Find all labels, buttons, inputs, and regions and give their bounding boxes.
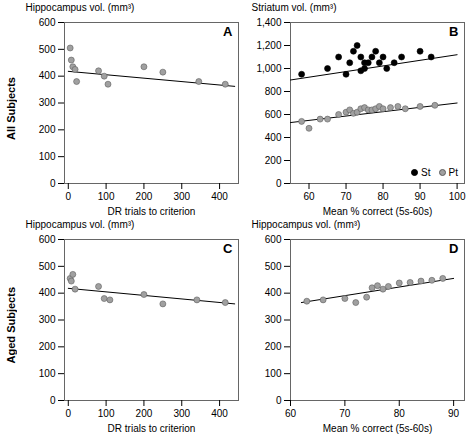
svg-text:400: 400: [211, 408, 228, 419]
svg-text:Hippocampus vol. (mm³): Hippocampus vol. (mm³): [26, 219, 135, 230]
svg-text:0: 0: [66, 408, 72, 419]
svg-text:1,200: 1,200: [256, 40, 281, 51]
svg-text:1,400: 1,400: [256, 17, 281, 28]
svg-text:600: 600: [265, 234, 282, 245]
svg-text:400: 400: [39, 287, 56, 298]
svg-text:0: 0: [276, 178, 282, 189]
svg-text:Hippocampus vol. (mm³): Hippocampus vol. (mm³): [26, 2, 135, 13]
svg-text:400: 400: [265, 287, 282, 298]
svg-text:70: 70: [340, 191, 352, 202]
svg-text:200: 200: [265, 341, 282, 352]
svg-text:C: C: [223, 241, 233, 256]
svg-text:100: 100: [265, 368, 282, 379]
svg-text:100: 100: [449, 191, 466, 202]
svg-text:80: 80: [394, 408, 406, 419]
svg-text:200: 200: [136, 408, 153, 419]
svg-text:300: 300: [39, 314, 56, 325]
svg-text:0: 0: [66, 191, 72, 202]
svg-text:300: 300: [265, 314, 282, 325]
svg-text:90: 90: [415, 191, 427, 202]
svg-text:1,000: 1,000: [256, 63, 281, 74]
svg-text:90: 90: [448, 408, 460, 419]
svg-text:300: 300: [173, 191, 190, 202]
svg-text:0: 0: [276, 395, 282, 406]
svg-text:0: 0: [50, 178, 56, 189]
svg-text:100: 100: [98, 191, 115, 202]
svg-text:600: 600: [39, 17, 56, 28]
html-text:All Subjects: All Subjects: [5, 77, 17, 140]
svg-text:60: 60: [303, 191, 315, 202]
svg-text:Mean % correct (5s-60s): Mean % correct (5s-60s): [323, 206, 432, 217]
svg-text:100: 100: [98, 408, 115, 419]
html-text:St: St: [421, 167, 431, 178]
svg-text:200: 200: [39, 341, 56, 352]
svg-text:300: 300: [173, 408, 190, 419]
svg-text:DR trials to criterion: DR trials to criterion: [108, 423, 196, 434]
svg-text:DR trials to criterion: DR trials to criterion: [108, 206, 196, 217]
svg-text:600: 600: [39, 234, 56, 245]
svg-text:200: 200: [136, 191, 153, 202]
svg-text:300: 300: [39, 97, 56, 108]
svg-text:Hippocampus vol. (mm³): Hippocampus vol. (mm³): [252, 219, 361, 230]
svg-text:A: A: [223, 24, 233, 39]
svg-text:60: 60: [285, 408, 297, 419]
svg-text:800: 800: [265, 86, 282, 97]
html-text:Aged Subjects: Aged Subjects: [5, 287, 17, 364]
svg-text:200: 200: [265, 155, 282, 166]
svg-text:100: 100: [39, 151, 56, 162]
svg-text:500: 500: [39, 44, 56, 55]
svg-text:D: D: [449, 241, 458, 256]
svg-text:500: 500: [39, 261, 56, 272]
html-text:Pt: Pt: [448, 167, 458, 178]
svg-text:Mean % correct (5s-60s): Mean % correct (5s-60s): [323, 423, 432, 434]
svg-text:70: 70: [339, 408, 351, 419]
svg-text:600: 600: [265, 109, 282, 120]
svg-text:400: 400: [265, 132, 282, 143]
svg-text:100: 100: [39, 368, 56, 379]
svg-text:80: 80: [377, 191, 389, 202]
svg-text:400: 400: [211, 191, 228, 202]
svg-text:Striatum vol. (mm³): Striatum vol. (mm³): [252, 2, 337, 13]
svg-text:400: 400: [39, 70, 56, 81]
svg-text:0: 0: [50, 395, 56, 406]
svg-text:B: B: [449, 24, 458, 39]
svg-text:500: 500: [265, 261, 282, 272]
svg-text:200: 200: [39, 124, 56, 135]
